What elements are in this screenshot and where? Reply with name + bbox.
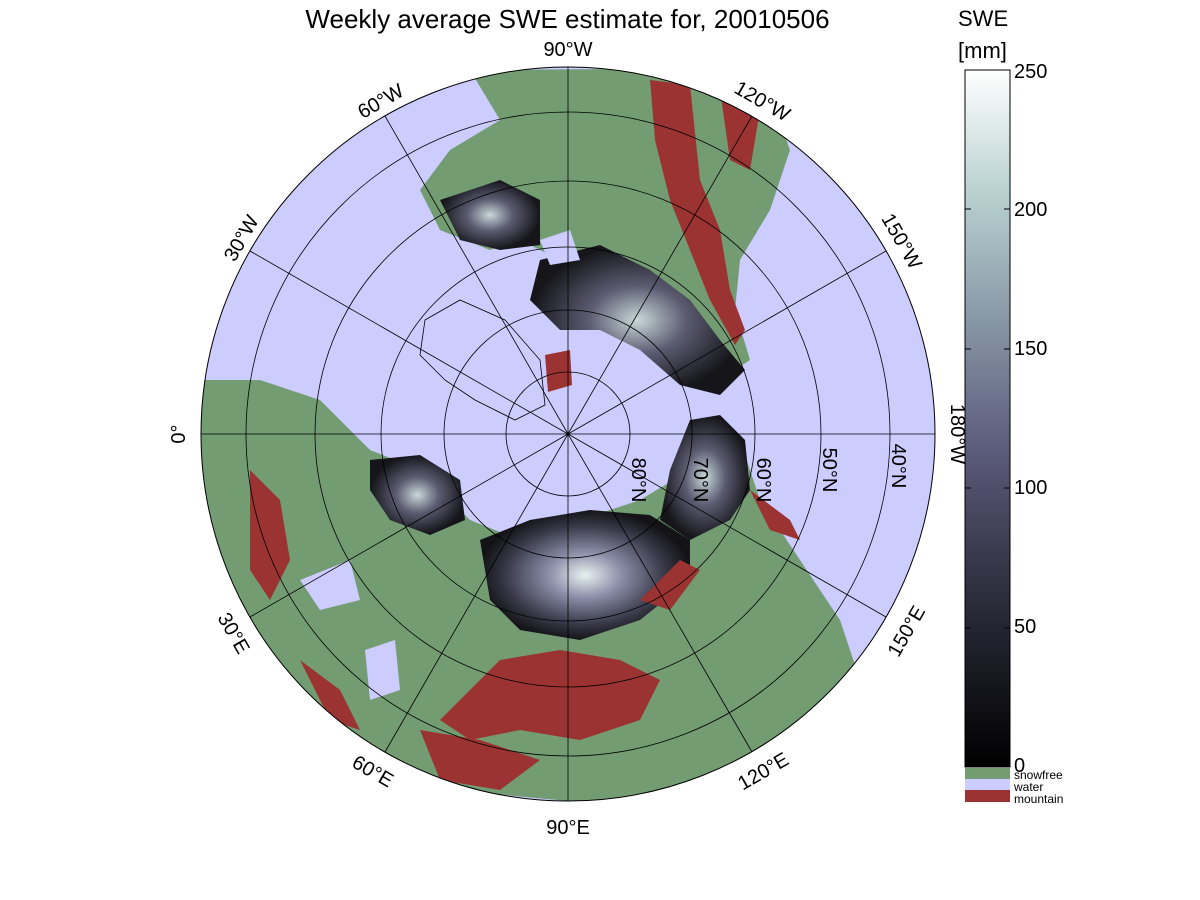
lat-label-40n: 40°N bbox=[887, 444, 909, 489]
lon-label-90e: 90°E bbox=[546, 817, 590, 839]
map-disc bbox=[200, 66, 936, 802]
colorbar-gradient bbox=[964, 69, 1011, 768]
colorbar-title-swe: SWE bbox=[958, 6, 1009, 31]
category-label-water: water bbox=[1014, 780, 1044, 794]
cb-tick-200: 200 bbox=[1014, 199, 1047, 221]
snow-north-america bbox=[440, 180, 540, 250]
inland-water bbox=[300, 230, 580, 700]
cb-tick-50: 50 bbox=[1014, 616, 1036, 638]
meridians bbox=[201, 67, 935, 801]
snow-east-siberia bbox=[660, 415, 750, 540]
cb-tick-0: 0 bbox=[1014, 755, 1025, 777]
colorbar-tick-labels: 0 50 100 150 200 250 bbox=[1014, 61, 1047, 777]
cb-tick-150: 150 bbox=[1014, 338, 1047, 360]
lon-label-0: 0° bbox=[168, 424, 190, 443]
north-america-land bbox=[420, 68, 790, 380]
latitude-labels: 80°N 70°N 60°N 50°N 40°N bbox=[627, 444, 909, 503]
lon-label-30e: 30°E bbox=[213, 609, 254, 658]
swatch-snowfree bbox=[965, 768, 1010, 779]
swatch-water bbox=[965, 779, 1010, 790]
lon-label-90w: 90°W bbox=[543, 39, 592, 61]
lon-label-60e: 60°E bbox=[348, 751, 397, 792]
lon-label-180w: 180°W bbox=[946, 404, 968, 464]
colorbar-title-unit: [mm] bbox=[958, 38, 1007, 63]
lat-label-60n: 60°N bbox=[752, 458, 774, 503]
lat-label-80n: 80°N bbox=[627, 458, 649, 503]
colorbar-ticks bbox=[965, 69, 1010, 768]
lat-label-70n: 70°N bbox=[689, 458, 711, 503]
colorbar: 0 50 100 150 200 250 bbox=[964, 61, 1047, 802]
map-border bbox=[200, 66, 936, 802]
lat-label-50n: 50°N bbox=[818, 448, 840, 493]
cb-tick-250: 250 bbox=[1014, 61, 1047, 83]
cb-tick-100: 100 bbox=[1014, 477, 1047, 499]
category-label-mountain: mountain bbox=[1014, 792, 1064, 806]
mountain-regions bbox=[250, 80, 800, 790]
snow-arctic-canada bbox=[530, 245, 745, 395]
swatch-mountain bbox=[965, 790, 1010, 802]
lon-label-150e: 150°E bbox=[884, 602, 930, 660]
snow-scandinavia bbox=[370, 455, 465, 535]
category-label-snowfree: snowfree bbox=[1014, 768, 1063, 782]
map-title: Weekly average SWE estimate for, 2001050… bbox=[305, 4, 830, 34]
